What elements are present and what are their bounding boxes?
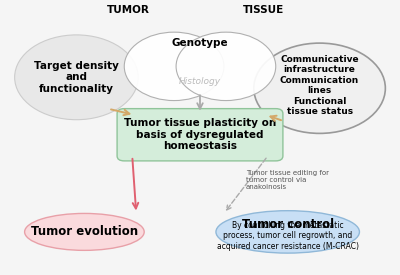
Text: TUMOR: TUMOR bbox=[107, 5, 150, 15]
Text: Tumor tissue editing for
tumor control via
anakoinosis: Tumor tissue editing for tumor control v… bbox=[246, 170, 329, 190]
Ellipse shape bbox=[216, 211, 360, 253]
Text: By controlling the metastatic
process, tumor cell regrowth, and
acquired cancer : By controlling the metastatic process, t… bbox=[217, 221, 359, 251]
Text: Genotype: Genotype bbox=[172, 38, 228, 48]
Circle shape bbox=[124, 32, 224, 101]
Text: Tumor tissue plasticity on
basis of dysregulated
homeostasis: Tumor tissue plasticity on basis of dysr… bbox=[124, 118, 276, 151]
Text: Tumor control: Tumor control bbox=[242, 218, 334, 231]
Circle shape bbox=[15, 35, 138, 120]
Ellipse shape bbox=[25, 213, 144, 250]
Text: TISSUE: TISSUE bbox=[243, 5, 284, 15]
Text: Histology: Histology bbox=[179, 77, 221, 86]
FancyBboxPatch shape bbox=[117, 109, 283, 161]
Circle shape bbox=[176, 32, 276, 101]
Text: Communicative
infrastructure
Communication
lines
Functional
tissue status: Communicative infrastructure Communicati… bbox=[280, 55, 359, 116]
Text: Tumor evolution: Tumor evolution bbox=[31, 226, 138, 238]
Text: Target density
and
functionality: Target density and functionality bbox=[34, 61, 119, 94]
Circle shape bbox=[254, 43, 385, 133]
